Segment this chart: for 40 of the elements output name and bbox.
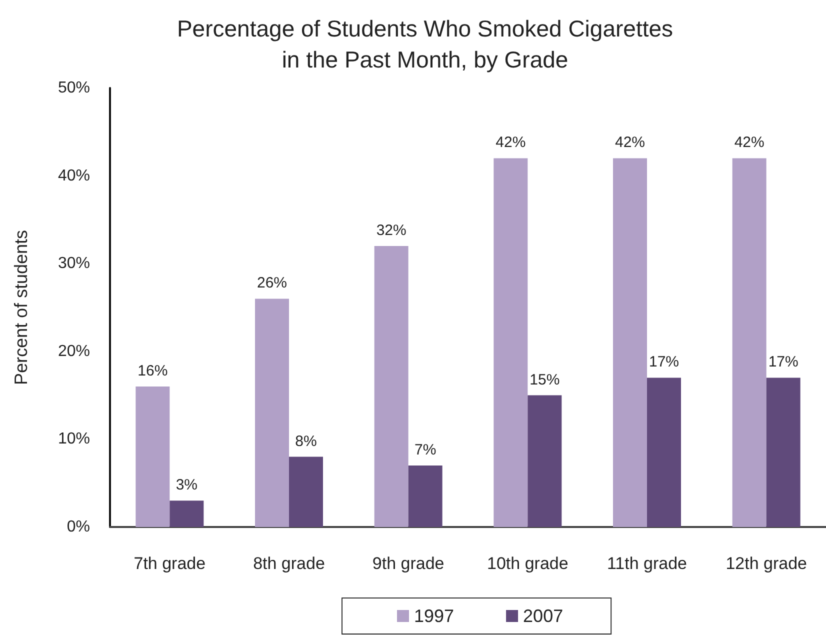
data-label: 26% — [256, 274, 288, 292]
bar — [170, 500, 204, 527]
data-label: 42% — [614, 134, 646, 152]
bar — [528, 395, 562, 527]
data-label: 8% — [295, 432, 317, 450]
x-tick-label: 11th grade — [606, 554, 688, 573]
data-label: 42% — [734, 134, 764, 152]
data-label: 15% — [530, 371, 560, 388]
bar — [289, 456, 323, 527]
bar — [494, 158, 528, 527]
bar — [408, 466, 442, 527]
y-tick-label: 20% — [58, 342, 90, 360]
data-label: 17% — [648, 354, 680, 371]
data-label: 32% — [376, 222, 406, 240]
data-label: 17% — [768, 354, 798, 371]
x-tick-label: 7th grade — [134, 554, 206, 573]
bar — [374, 246, 408, 527]
x-tick-label: 10th grade — [487, 554, 568, 573]
y-axis-title: Percent of students — [11, 230, 31, 386]
chart-title: Percentage of Students Who Smoked Cigarettes in the Past Month, by Grade — [176, 16, 674, 72]
y-tick-label: 50% — [58, 80, 90, 96]
legend-label: 2007 — [523, 606, 564, 626]
y-tick-label: 30% — [58, 255, 90, 272]
data-label: 7% — [414, 442, 436, 459]
bar — [766, 378, 800, 527]
x-tick-label: 8th grade — [253, 554, 325, 573]
legend-label: 1997 — [414, 606, 454, 626]
data-label: 42% — [496, 134, 526, 152]
x-tick-label: 9th grade — [372, 554, 444, 573]
y-tick-label: 10% — [58, 430, 90, 448]
data-label: 16% — [138, 362, 168, 380]
bar — [732, 158, 766, 527]
bar — [613, 158, 647, 527]
y-tick-label: 0% — [66, 518, 90, 536]
bar — [647, 378, 681, 527]
data-label: 3% — [176, 476, 198, 494]
bar — [255, 298, 289, 527]
bar — [136, 386, 170, 527]
y-tick-label: 40% — [58, 167, 90, 184]
x-tick-label: 12th grade — [726, 554, 807, 573]
